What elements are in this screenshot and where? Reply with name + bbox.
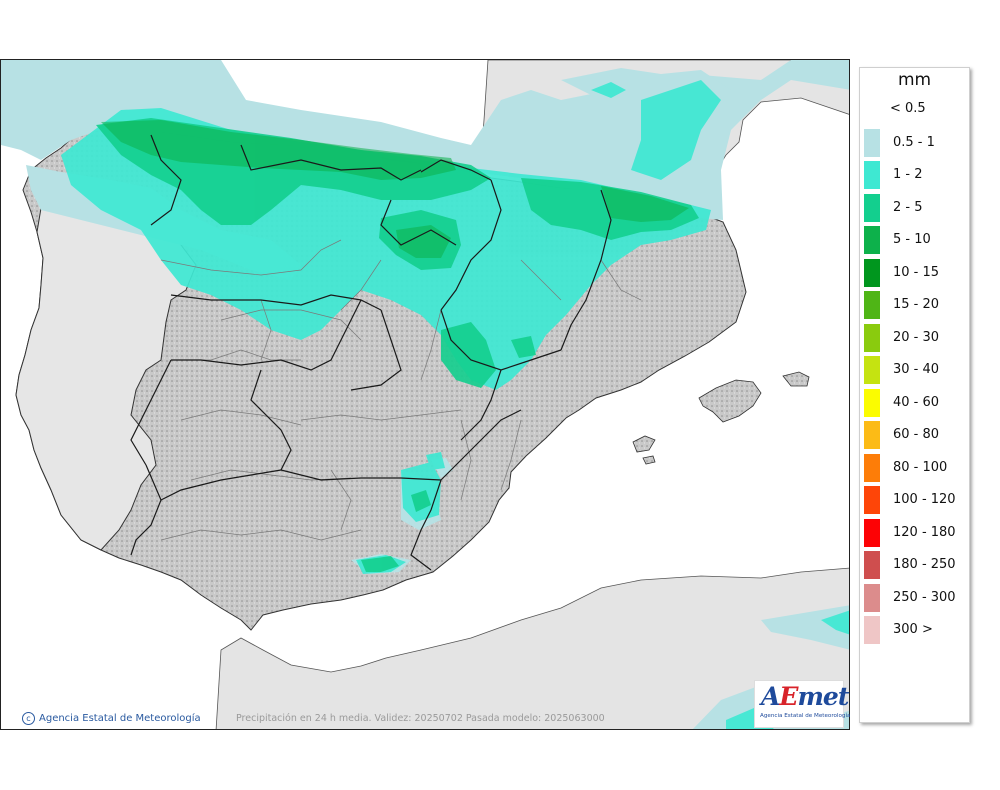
africa-landmass xyxy=(215,567,849,729)
copyright-icon: c xyxy=(22,712,35,725)
legend-unit: mm xyxy=(897,70,932,90)
legend-swatch xyxy=(864,161,880,189)
legend-swatch xyxy=(864,519,880,547)
legend-swatch xyxy=(864,389,880,417)
precipitation-legend: mm < 0.5 0.5 - 1 1 - 2 2 - 5 5 - 10 10 -… xyxy=(859,67,970,723)
ibiza xyxy=(632,435,656,453)
legend-label: 40 - 60 xyxy=(893,395,940,410)
legend-label: 60 - 80 xyxy=(893,427,940,442)
legend-item: 20 - 30 xyxy=(864,324,968,354)
legend-label: 15 - 20 xyxy=(893,297,940,312)
map-canvas xyxy=(1,60,849,729)
legend-swatch xyxy=(864,454,880,482)
legend-label: 0.5 - 1 xyxy=(893,135,935,150)
legend-label: 100 - 120 xyxy=(893,492,956,507)
legend-item: 60 - 80 xyxy=(864,421,968,451)
mallorca xyxy=(698,379,762,423)
legend-swatch xyxy=(864,616,880,644)
legend-label: 2 - 5 xyxy=(893,200,923,215)
legend-swatch xyxy=(864,291,880,319)
legend-item: 80 - 100 xyxy=(864,454,968,484)
legend-item: 5 - 10 xyxy=(864,226,968,256)
legend-item: 1 - 2 xyxy=(864,161,968,191)
legend-item: 10 - 15 xyxy=(864,259,968,289)
legend-swatch xyxy=(864,486,880,514)
legend-swatch xyxy=(864,356,880,384)
map-caption: Precipitación en 24 h media. Validez: 20… xyxy=(236,713,605,724)
legend-label: 80 - 100 xyxy=(893,460,948,475)
legend-item: 180 - 250 xyxy=(864,551,968,581)
precipitation-map xyxy=(0,59,850,730)
credit-text: Agencia Estatal de Meteorología xyxy=(39,713,201,724)
legend-swatch xyxy=(864,259,880,287)
legend-label: 10 - 15 xyxy=(893,265,940,280)
legend-label: 120 - 180 xyxy=(893,525,956,540)
legend-item: 30 - 40 xyxy=(864,356,968,386)
legend-swatch xyxy=(864,584,880,612)
legend-item: 300 > xyxy=(864,616,968,646)
legend-label: 250 - 300 xyxy=(893,590,956,605)
region-boundaries xyxy=(130,134,612,571)
legend-item: 120 - 180 xyxy=(864,519,968,549)
legend-swatch xyxy=(864,226,880,254)
logo-subtitle: Agencia Estatal de Meteorología xyxy=(760,713,851,719)
credit-line: c Agencia Estatal de Meteorología xyxy=(22,712,201,725)
legend-item: 100 - 120 xyxy=(864,486,968,516)
legend-label: 20 - 30 xyxy=(893,330,940,345)
legend-swatch xyxy=(864,421,880,449)
legend-label: 300 > xyxy=(893,622,933,637)
legend-item: 15 - 20 xyxy=(864,291,968,321)
legend-swatch xyxy=(864,551,880,579)
legend-label: 30 - 40 xyxy=(893,362,940,377)
aemet-logo: AEmet Agencia Estatal de Meteorología xyxy=(754,680,850,728)
legend-item: 250 - 300 xyxy=(864,584,968,614)
legend-label: 5 - 10 xyxy=(893,232,931,247)
legend-swatch xyxy=(864,129,880,157)
legend-item: 0.5 - 1 xyxy=(864,129,968,159)
legend-swatch xyxy=(864,194,880,222)
legend-item: 40 - 60 xyxy=(864,389,968,419)
legend-label: 1 - 2 xyxy=(893,167,923,182)
legend-below-threshold: < 0.5 xyxy=(890,101,926,116)
logo-mark: AEmet xyxy=(761,682,849,711)
menorca xyxy=(782,371,810,387)
formentera xyxy=(642,455,656,465)
legend-item: 2 - 5 xyxy=(864,194,968,224)
legend-label: 180 - 250 xyxy=(893,557,956,572)
legend-swatch xyxy=(864,324,880,352)
